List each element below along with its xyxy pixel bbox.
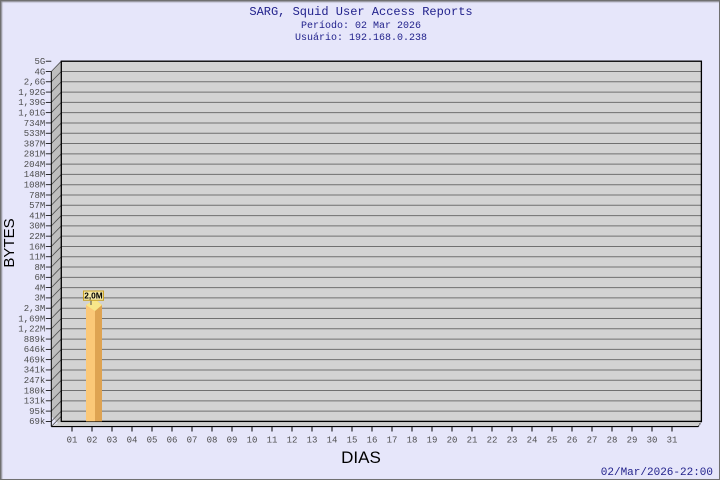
svg-text:3M: 3M bbox=[34, 294, 45, 304]
svg-text:17: 17 bbox=[387, 436, 398, 446]
svg-text:14: 14 bbox=[327, 436, 338, 446]
svg-text:4M: 4M bbox=[34, 283, 45, 293]
svg-text:148M: 148M bbox=[24, 170, 46, 180]
svg-text:15: 15 bbox=[347, 436, 358, 446]
svg-text:Usuário: 192.168.0.238: Usuário: 192.168.0.238 bbox=[295, 32, 427, 44]
svg-text:BYTES: BYTES bbox=[1, 218, 18, 267]
svg-text:08: 08 bbox=[207, 436, 218, 446]
svg-text:23: 23 bbox=[507, 436, 518, 446]
svg-text:16M: 16M bbox=[29, 242, 45, 252]
svg-text:30M: 30M bbox=[29, 222, 45, 232]
svg-text:02/Mar/2026-22:00: 02/Mar/2026-22:00 bbox=[601, 467, 713, 479]
svg-text:69k: 69k bbox=[29, 417, 45, 427]
svg-text:19: 19 bbox=[427, 436, 438, 446]
svg-text:734M: 734M bbox=[24, 119, 46, 129]
svg-text:29: 29 bbox=[627, 436, 638, 446]
svg-text:21: 21 bbox=[467, 436, 478, 446]
svg-text:4G: 4G bbox=[34, 67, 45, 77]
svg-text:247k: 247k bbox=[24, 376, 46, 386]
svg-text:2,0M: 2,0M bbox=[84, 290, 103, 300]
svg-text:6M: 6M bbox=[34, 273, 45, 283]
svg-text:13: 13 bbox=[307, 436, 318, 446]
svg-text:01: 01 bbox=[67, 436, 78, 446]
svg-text:22: 22 bbox=[487, 436, 498, 446]
svg-text:204M: 204M bbox=[24, 160, 46, 170]
svg-text:25: 25 bbox=[547, 436, 558, 446]
svg-text:02: 02 bbox=[87, 436, 98, 446]
svg-text:28: 28 bbox=[607, 436, 618, 446]
svg-text:16: 16 bbox=[367, 436, 378, 446]
svg-text:108M: 108M bbox=[24, 181, 46, 191]
svg-text:11M: 11M bbox=[29, 253, 45, 263]
svg-text:1,69M: 1,69M bbox=[18, 314, 45, 324]
svg-text:41M: 41M bbox=[29, 211, 45, 221]
svg-text:20: 20 bbox=[447, 436, 458, 446]
svg-text:Período: 02 Mar 2026: Período: 02 Mar 2026 bbox=[301, 20, 421, 32]
svg-text:05: 05 bbox=[147, 436, 158, 446]
svg-text:18: 18 bbox=[407, 436, 418, 446]
svg-text:2,6G: 2,6G bbox=[24, 78, 46, 88]
svg-text:27: 27 bbox=[587, 436, 598, 446]
svg-text:12: 12 bbox=[287, 436, 298, 446]
svg-text:131k: 131k bbox=[24, 397, 46, 407]
svg-text:78M: 78M bbox=[29, 191, 45, 201]
svg-text:11: 11 bbox=[267, 436, 278, 446]
svg-text:31: 31 bbox=[667, 436, 678, 446]
svg-text:1,92G: 1,92G bbox=[18, 88, 45, 98]
svg-text:24: 24 bbox=[527, 436, 538, 446]
svg-text:646k: 646k bbox=[24, 345, 46, 355]
svg-text:06: 06 bbox=[167, 436, 178, 446]
svg-text:09: 09 bbox=[227, 436, 238, 446]
svg-text:8M: 8M bbox=[34, 263, 45, 273]
svg-text:1,01G: 1,01G bbox=[18, 108, 45, 118]
svg-text:2,3M: 2,3M bbox=[24, 304, 46, 314]
svg-text:5G: 5G bbox=[34, 57, 45, 67]
svg-text:889k: 889k bbox=[24, 335, 46, 345]
svg-text:30: 30 bbox=[647, 436, 658, 446]
svg-text:469k: 469k bbox=[24, 355, 46, 365]
svg-text:22M: 22M bbox=[29, 232, 45, 242]
svg-text:533M: 533M bbox=[24, 129, 46, 139]
svg-text:95k: 95k bbox=[29, 407, 45, 417]
svg-text:03: 03 bbox=[107, 436, 118, 446]
svg-text:SARG, Squid User Access Report: SARG, Squid User Access Reports bbox=[249, 5, 472, 19]
svg-text:281M: 281M bbox=[24, 150, 46, 160]
svg-text:10: 10 bbox=[247, 436, 258, 446]
svg-text:57M: 57M bbox=[29, 201, 45, 211]
svg-text:26: 26 bbox=[567, 436, 578, 446]
svg-text:04: 04 bbox=[127, 436, 138, 446]
svg-text:387M: 387M bbox=[24, 139, 46, 149]
svg-text:341k: 341k bbox=[24, 366, 46, 376]
svg-text:07: 07 bbox=[187, 436, 198, 446]
svg-text:DIAS: DIAS bbox=[341, 448, 381, 467]
svg-text:180k: 180k bbox=[24, 386, 46, 396]
svg-text:1,22M: 1,22M bbox=[18, 325, 45, 335]
svg-text:1,39G: 1,39G bbox=[18, 98, 45, 108]
